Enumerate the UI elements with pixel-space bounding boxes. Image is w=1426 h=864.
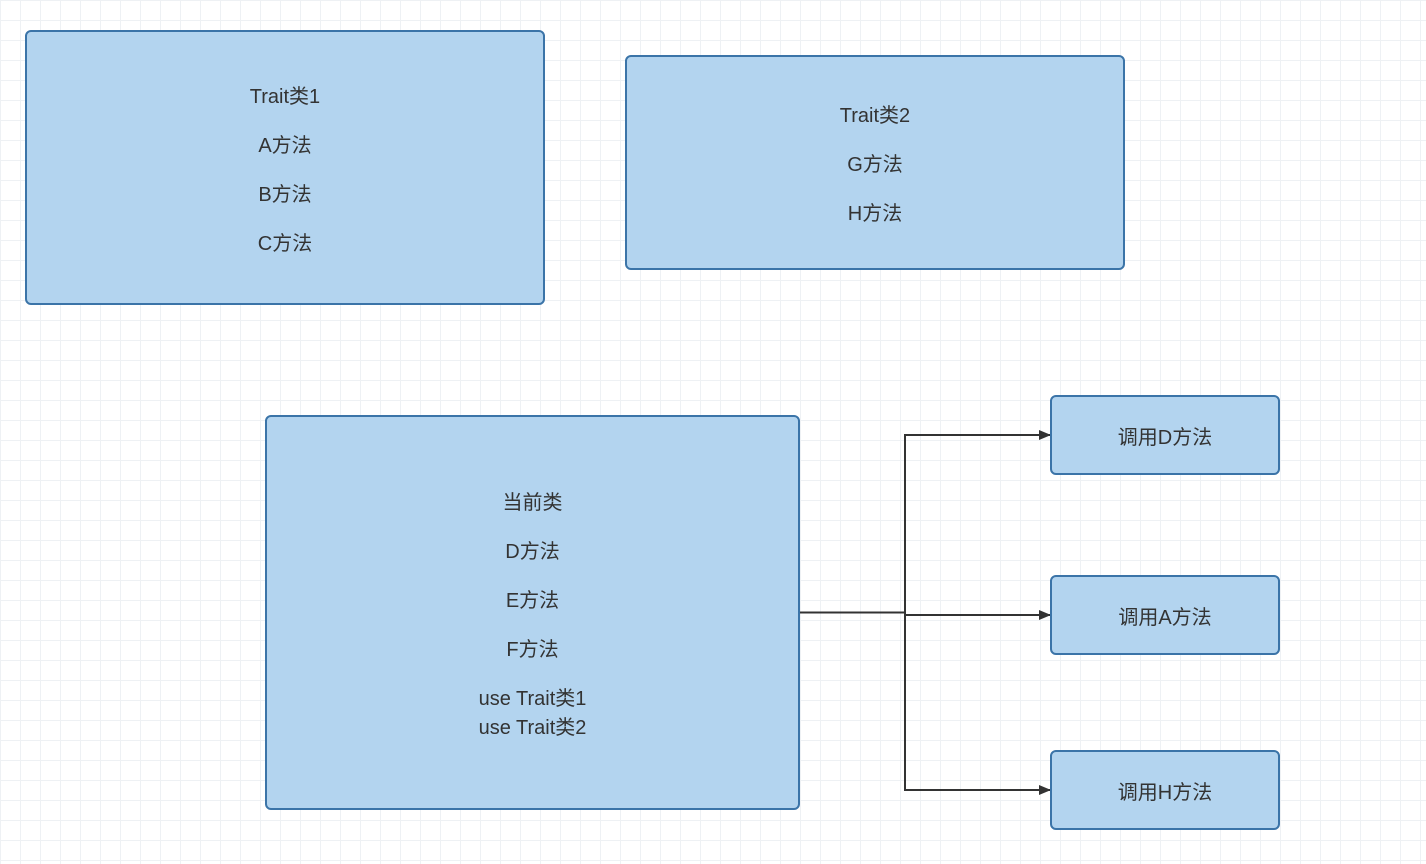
diagram-canvas: Trait类1 A方法 B方法 C方法 Trait类2 G方法 H方法 当前类 D方法 E方法… xyxy=(0,0,1426,864)
node-text-line: 当前类 xyxy=(503,486,563,515)
node-text-line: Trait类2 xyxy=(840,99,910,128)
edge-current-callA xyxy=(800,613,1050,616)
edge-current-callH xyxy=(800,613,1050,791)
node-text-line: A方法 xyxy=(258,129,311,158)
node-trait2: Trait类2 G方法 H方法 xyxy=(625,55,1125,270)
node-text-line: F方法 xyxy=(506,633,558,662)
node-call-d: 调用D方法 xyxy=(1050,395,1280,475)
node-text-line: B方法 xyxy=(258,178,311,207)
edge-current-callD xyxy=(800,435,1050,613)
node-text-line: use Trait类1 use Trait类2 xyxy=(479,682,587,740)
node-text-line: D方法 xyxy=(505,535,559,564)
node-call-a: 调用A方法 xyxy=(1050,575,1280,655)
node-text-line: C方法 xyxy=(258,227,312,256)
node-call-h: 调用H方法 xyxy=(1050,750,1280,830)
node-text-line: Trait类1 xyxy=(250,80,320,109)
node-text-line: H方法 xyxy=(848,197,902,226)
node-text-line: 调用A方法 xyxy=(1118,601,1211,630)
node-text-line: E方法 xyxy=(506,584,559,613)
node-text-line: G方法 xyxy=(847,148,903,177)
node-text-line: 调用D方法 xyxy=(1118,421,1212,450)
node-current-class: 当前类 D方法 E方法 F方法 use Trait类1 use Trait类2 xyxy=(265,415,800,810)
node-trait1: Trait类1 A方法 B方法 C方法 xyxy=(25,30,545,305)
node-text-line: 调用H方法 xyxy=(1118,776,1212,805)
